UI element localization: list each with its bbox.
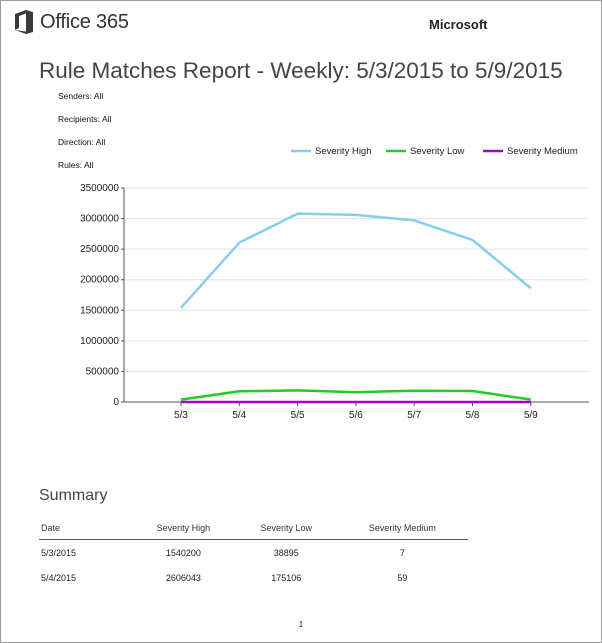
page-number: 1 bbox=[298, 620, 304, 629]
legend-label-severity-low: Severity Low bbox=[410, 146, 465, 157]
brand-name: Office 365 bbox=[40, 10, 129, 33]
column-header-severity-high: Severity High bbox=[131, 517, 236, 540]
x-tick-label: 5/5 bbox=[291, 410, 305, 421]
filter-senders: Senders: All bbox=[58, 91, 104, 101]
x-tick-label: 5/7 bbox=[407, 410, 421, 421]
column-header-severity-low: Severity Low bbox=[235, 517, 337, 540]
column-header-date: Date bbox=[39, 517, 131, 540]
table-row: 5/4/2015 2606043 175106 59 bbox=[39, 565, 468, 590]
cell-date: 5/4/2015 bbox=[41, 572, 77, 583]
y-tick-label: 1500000 bbox=[80, 305, 119, 316]
cell-severity-low: 175106 bbox=[271, 572, 302, 583]
y-tick-label: 0 bbox=[113, 397, 119, 408]
x-tick-label: 5/6 bbox=[349, 410, 363, 421]
table-row: 5/3/2015 1540200 38895 7 bbox=[39, 540, 468, 566]
office-logo-icon bbox=[15, 10, 33, 34]
series-line-severity-low bbox=[180, 389, 531, 401]
cell-severity-high: 1540200 bbox=[165, 547, 201, 558]
y-tick-label: 1000000 bbox=[80, 336, 119, 347]
x-tick-label: 5/8 bbox=[466, 410, 480, 421]
cell-severity-medium: 59 bbox=[397, 572, 408, 583]
company-name: Microsoft bbox=[429, 17, 488, 32]
y-tick-label: 3000000 bbox=[80, 214, 119, 225]
cell-severity-high: 2606043 bbox=[165, 572, 201, 583]
cell-severity-medium: 7 bbox=[399, 547, 405, 558]
filter-recipients: Recipients: All bbox=[58, 114, 112, 124]
x-tick-label: 5/3 bbox=[174, 410, 188, 421]
cell-severity-low: 38895 bbox=[273, 547, 299, 558]
cell-date: 5/3/2015 bbox=[41, 547, 77, 558]
legend-label-severity-high: Severity High bbox=[315, 146, 372, 157]
office-365-brand: Office 365 bbox=[13, 9, 129, 35]
series-line-severity-high bbox=[180, 212, 532, 309]
filter-rules: Rules: All bbox=[58, 160, 94, 170]
summary-header-row: Date Severity High Severity Low Severity… bbox=[39, 517, 468, 540]
report-title: Rule Matches Report - Weekly: 5/3/2015 t… bbox=[39, 58, 563, 84]
x-tick-label: 5/4 bbox=[232, 410, 246, 421]
summary-title: Summary bbox=[39, 487, 108, 504]
summary-table: Date Severity High Severity Low Severity… bbox=[39, 517, 468, 590]
x-tick-label: 5/9 bbox=[524, 410, 538, 421]
legend-label-severity-medium: Severity Medium bbox=[507, 146, 578, 157]
filter-direction: Direction: All bbox=[58, 137, 106, 147]
y-tick-label: 3500000 bbox=[80, 183, 119, 194]
y-tick-label: 2500000 bbox=[80, 244, 119, 255]
y-tick-label: 2000000 bbox=[80, 275, 119, 286]
filter-list: Senders: All Recipients: All Direction: … bbox=[58, 91, 111, 183]
rule-matches-line-chart: 3500000 3000000 2500000 2000000 1500000 10000… bbox=[80, 146, 589, 421]
y-tick-label: 500000 bbox=[86, 366, 120, 377]
column-header-severity-medium: Severity Medium bbox=[336, 517, 468, 540]
